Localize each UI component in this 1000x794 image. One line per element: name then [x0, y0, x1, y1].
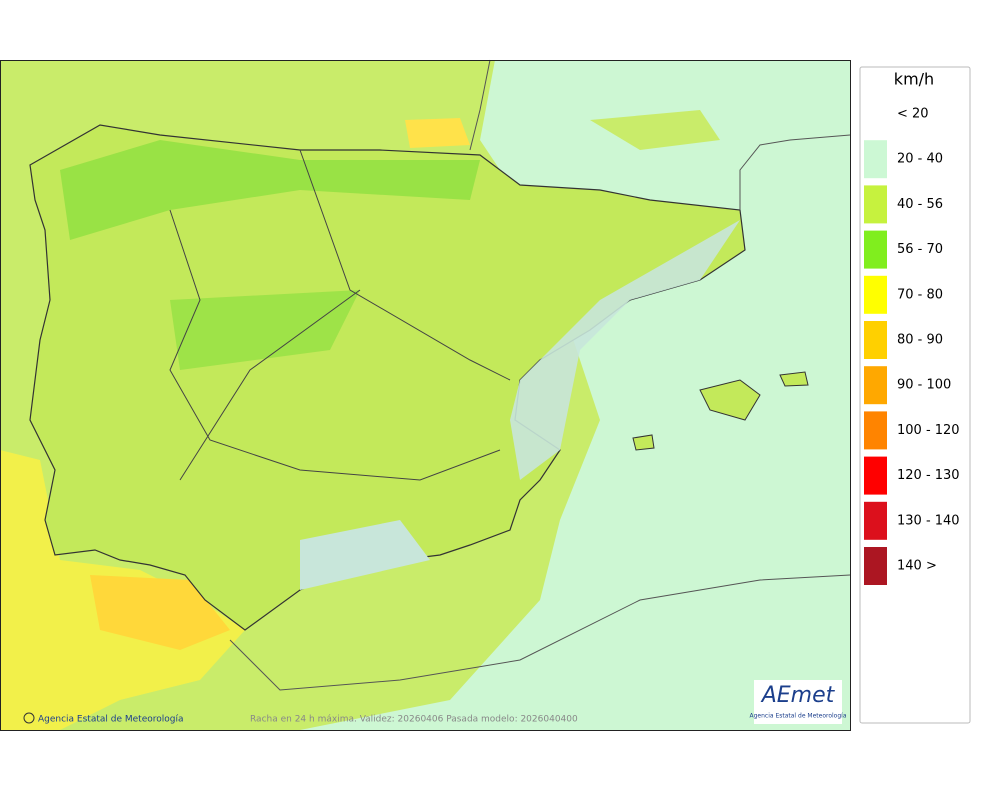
- legend-label: 56 - 70: [897, 242, 943, 257]
- wind-area: [300, 520, 430, 590]
- legend-label: 40 - 56: [897, 197, 943, 212]
- legend-swatch: [864, 547, 887, 585]
- legend-title: km/h: [894, 70, 934, 89]
- legend-swatch: [864, 411, 887, 450]
- legend-swatch: [864, 140, 887, 179]
- legend-swatch: [864, 366, 887, 405]
- legend-label: < 20: [897, 107, 929, 122]
- legend-label: 20 - 40: [897, 152, 943, 167]
- wind-area: [90, 575, 230, 650]
- legend-label: 90 - 100: [897, 378, 951, 393]
- logo: AEmet: [760, 683, 836, 708]
- legend: km/h < 20 20 - 40 40 - 56 56 - 70 70 - 80 80 …: [859, 66, 971, 724]
- legend-label: 100 - 120: [897, 423, 960, 438]
- legend-swatch: [864, 275, 887, 314]
- coastline: [229, 574, 851, 691]
- wind-area: [60, 140, 480, 240]
- border: [169, 149, 511, 481]
- legend-box: [859, 66, 971, 724]
- legend-label: 120 - 130: [897, 468, 960, 483]
- legend-label: 70 - 80: [897, 287, 943, 302]
- caption: Racha en 24 h máxima. Validez: 20260406 …: [250, 715, 578, 725]
- legend-swatch: [864, 456, 887, 495]
- legend-label: 130 - 140: [897, 513, 960, 528]
- logo-box: [754, 680, 842, 724]
- island: [632, 434, 655, 451]
- credit: Agencia Estatal de Meteorología: [38, 715, 184, 725]
- island: [699, 379, 761, 421]
- map-frame: [0, 60, 851, 731]
- wind-area: [170, 290, 360, 370]
- legend-label: 140 >: [897, 559, 937, 574]
- wind-area: [590, 110, 720, 150]
- wind-area: [405, 118, 470, 148]
- iberia: [29, 124, 746, 631]
- island: [779, 371, 809, 387]
- legend-swatch: [864, 321, 887, 359]
- legend-label: 80 - 90: [897, 333, 943, 348]
- wind-area: [510, 220, 740, 480]
- legend-swatch: [864, 501, 887, 540]
- legend-swatch: [864, 185, 887, 224]
- map: Agencia Estatal de Meteorología Racha en…: [0, 59, 851, 731]
- logo-subtitle: Agencia Estatal de Meteorología: [750, 713, 847, 720]
- copyright-icon: [23, 712, 35, 724]
- legend-swatch: [864, 230, 887, 269]
- coastline: [469, 59, 851, 210]
